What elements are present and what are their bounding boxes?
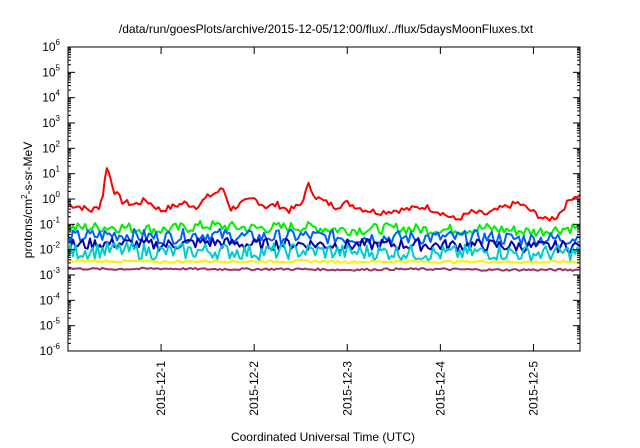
series-layer <box>67 167 581 272</box>
y-tick-base: 10 <box>40 217 54 231</box>
chart-title: /data/run/goesPlots/archive/2015-12-05/1… <box>119 22 534 36</box>
x-tick-label: 2015-12-5 <box>526 361 540 416</box>
y-tick-base: 10 <box>42 141 56 155</box>
series-line-6 <box>67 266 581 272</box>
y-tick-exp: -6 <box>53 342 61 351</box>
y-tick-label: 100 <box>42 190 60 206</box>
series-line-1 <box>67 220 581 238</box>
y-tick-base: 10 <box>40 344 54 358</box>
y-tick-label: 10-4 <box>40 291 61 307</box>
y-tick-base: 10 <box>42 167 56 181</box>
x-axis-label: Coordinated Universal Time (UTC) <box>231 430 415 444</box>
series-line-0 <box>68 167 581 222</box>
y-tick-label: 10-5 <box>40 317 61 333</box>
y-tick-base: 10 <box>42 65 56 79</box>
y-tick-label: 106 <box>42 38 60 54</box>
y-axis-label-suffix: -s-sr-MeV <box>21 142 35 195</box>
y-tick-label: 103 <box>42 114 60 130</box>
y-tick-label: 10-3 <box>40 266 61 282</box>
y-tick-exp: 2 <box>56 139 61 148</box>
y-tick-exp: -4 <box>53 291 61 300</box>
y-tick-exp: 3 <box>56 114 61 123</box>
y-tick-label: 10-6 <box>40 342 61 358</box>
y-tick-base: 10 <box>40 243 54 257</box>
y-tick-label: 105 <box>42 63 60 79</box>
y-axis: 10-610-510-410-310-210-11001011021031041… <box>40 38 580 358</box>
y-tick-exp: 0 <box>56 190 61 199</box>
y-tick-label: 104 <box>42 89 60 105</box>
y-tick-exp: 6 <box>56 38 61 47</box>
y-axis-label-prefix: protons/cm <box>21 199 35 258</box>
y-tick-exp: 1 <box>56 165 61 174</box>
y-tick-exp: -5 <box>53 317 61 326</box>
y-axis-label: protons/cm2-s-sr-MeV <box>20 142 35 258</box>
y-tick-label: 101 <box>42 165 60 181</box>
y-tick-base: 10 <box>42 192 56 206</box>
x-axis: 2015-12-1 2015-12-2 2015-12-3 2015-12-4 2015… <box>154 47 540 416</box>
y-tick-exp: -2 <box>53 241 61 250</box>
x-tick-label: 2015-12-1 <box>154 361 168 416</box>
x-tick-label: 2015-12-2 <box>247 361 261 416</box>
y-tick-label: 10-2 <box>40 241 61 257</box>
y-tick-base: 10 <box>40 293 54 307</box>
x-tick-label: 2015-12-3 <box>340 361 354 416</box>
y-tick-label: 10-1 <box>40 215 61 231</box>
series-line-3 <box>67 236 581 254</box>
y-tick-label: 102 <box>42 139 60 155</box>
y-axis-label-sup: 2 <box>20 194 29 199</box>
y-tick-base: 10 <box>40 268 54 282</box>
series-line-4 <box>67 241 581 263</box>
y-tick-base: 10 <box>42 116 56 130</box>
series-line-5 <box>67 259 581 265</box>
y-tick-exp: 4 <box>56 89 61 98</box>
y-tick-base: 10 <box>40 319 54 333</box>
y-tick-base: 10 <box>42 40 56 54</box>
y-tick-base: 10 <box>42 91 56 105</box>
x-tick-label: 2015-12-4 <box>433 361 447 416</box>
y-tick-exp: -3 <box>53 266 61 275</box>
y-tick-exp: 5 <box>56 63 61 72</box>
y-tick-exp: -1 <box>53 215 61 224</box>
